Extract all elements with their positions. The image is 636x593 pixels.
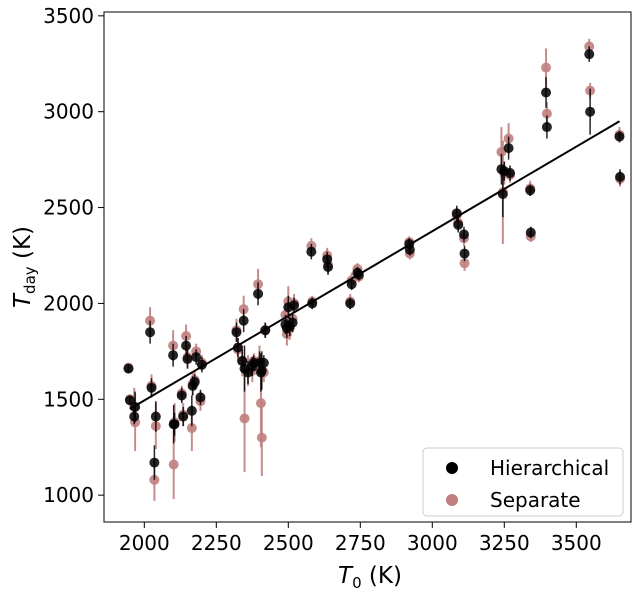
hierarchical-point bbox=[168, 350, 179, 361]
fit-line bbox=[129, 120, 620, 410]
legend: Hierarchical Separate bbox=[422, 447, 624, 517]
legend-separate-marker bbox=[446, 494, 458, 506]
hierarchical-point bbox=[541, 122, 552, 133]
hierarchical-point bbox=[186, 405, 197, 416]
hierarchical-point bbox=[525, 185, 536, 196]
x-tick-label: 2000 bbox=[119, 531, 170, 555]
x-tick-label: 2500 bbox=[263, 531, 314, 555]
hierarchical-point bbox=[458, 229, 469, 240]
hierarchical-point bbox=[195, 392, 206, 403]
hierarchical-point bbox=[253, 288, 264, 299]
x-tick-label: 3250 bbox=[479, 531, 530, 555]
x-tick-label: 2250 bbox=[191, 531, 242, 555]
hierarchical-point bbox=[287, 317, 298, 328]
hierarchical-point bbox=[585, 106, 596, 117]
hierarchical-point bbox=[459, 248, 470, 259]
hierarchical-series bbox=[123, 46, 626, 480]
hierarchical-point bbox=[323, 262, 334, 272]
x-tick-label: 3000 bbox=[407, 531, 458, 555]
hierarchical-point bbox=[505, 168, 516, 179]
hierarchical-point bbox=[169, 419, 180, 430]
hierarchical-point bbox=[289, 300, 300, 311]
hierarchical-point bbox=[404, 244, 415, 255]
y-tick-label: 1000 bbox=[43, 483, 94, 507]
plot-area bbox=[103, 11, 632, 523]
x-tick-label: 3500 bbox=[551, 531, 602, 555]
hierarchical-point bbox=[191, 352, 202, 363]
legend-hierarchical-label: Hierarchical bbox=[490, 456, 609, 480]
hierarchical-point bbox=[182, 354, 193, 365]
y-axis-ticks: 1000 1500 2000 2500 3000 3500 bbox=[43, 4, 104, 507]
hierarchical-point bbox=[231, 327, 242, 338]
separate-point bbox=[239, 413, 250, 424]
separate-point bbox=[541, 108, 552, 119]
hierarchical-point bbox=[150, 411, 161, 422]
hierarchical-point bbox=[145, 327, 156, 338]
y-tick-label: 2500 bbox=[43, 196, 94, 220]
legend-hierarchical-marker bbox=[446, 462, 458, 474]
hierarchical-point bbox=[525, 227, 536, 238]
hierarchical-point bbox=[614, 131, 625, 142]
hierarchical-point bbox=[258, 357, 269, 368]
hierarchical-point bbox=[584, 49, 595, 60]
y-tick-label: 2000 bbox=[43, 291, 94, 315]
hierarchical-point bbox=[146, 382, 157, 393]
hierarchical-point bbox=[176, 390, 187, 401]
hierarchical-point bbox=[503, 143, 514, 154]
hierarchical-point bbox=[453, 219, 464, 230]
hierarchical-point bbox=[346, 279, 357, 290]
hierarchical-point bbox=[541, 87, 552, 98]
x-axis-ticks: 2000 2250 2500 2750 3000 3250 3500 bbox=[119, 522, 602, 555]
legend-box bbox=[422, 447, 624, 517]
hierarchical-point bbox=[615, 171, 626, 182]
separate-point bbox=[168, 459, 179, 470]
x-tick-label: 2750 bbox=[335, 531, 386, 555]
separate-point bbox=[256, 432, 267, 443]
hierarchical-point bbox=[149, 457, 160, 468]
x-axis-label: T0 (K) bbox=[338, 563, 402, 592]
y-tick-label: 1500 bbox=[43, 387, 94, 411]
hierarchical-point bbox=[129, 411, 140, 422]
separate-point bbox=[541, 62, 552, 73]
hierarchical-point bbox=[322, 254, 333, 265]
hierarchical-point bbox=[181, 340, 192, 351]
hierarchical-point bbox=[123, 363, 134, 374]
hierarchical-point bbox=[306, 246, 317, 257]
separate-point bbox=[186, 423, 197, 434]
legend-separate-label: Separate bbox=[490, 488, 581, 512]
hierarchical-point bbox=[345, 298, 356, 309]
y-tick-label: 3000 bbox=[43, 100, 94, 124]
hierarchical-point bbox=[178, 411, 189, 422]
hierarchical-point bbox=[238, 315, 249, 326]
hierarchical-point bbox=[189, 377, 200, 388]
y-tick-label: 3500 bbox=[43, 4, 94, 28]
y-axis-label: Tday (K) bbox=[10, 226, 39, 308]
separate-point bbox=[459, 258, 470, 269]
